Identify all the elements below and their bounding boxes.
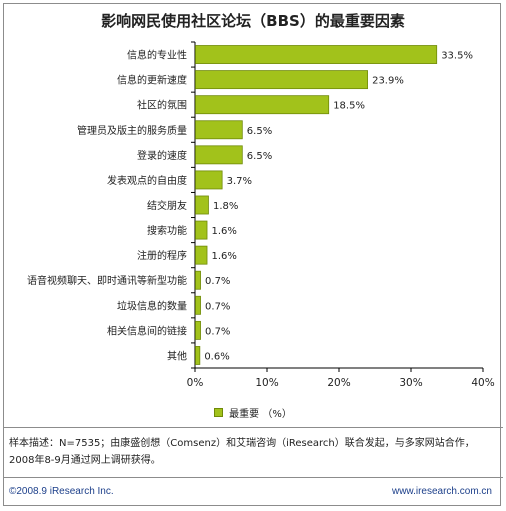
data-label: 3.7% — [227, 176, 252, 187]
bar — [195, 145, 243, 165]
category-label: 注册的程序 — [137, 249, 187, 262]
chart-title: 影响网民使用社区论坛（BBS）的最重要因素 — [101, 12, 405, 30]
bar-chart: 0% 10% 20% 30% 40% 信息的专业性 33.5% 信息的更新速度 23.9% 社区的… — [27, 41, 495, 389]
bar — [195, 220, 208, 240]
category-label: 垃圾信息的数量 — [117, 299, 187, 312]
data-label: 0.6% — [204, 351, 229, 362]
legend-swatch — [214, 408, 224, 417]
bar — [195, 170, 223, 190]
bar — [195, 346, 201, 365]
footer-divider — [3, 477, 503, 478]
website-link[interactable]: www.iresearch.com.cn — [391, 486, 492, 497]
x-tick-label: 30% — [399, 377, 422, 389]
bar — [195, 270, 201, 290]
category-label: 相关信息间的链接 — [107, 324, 187, 337]
bar — [195, 120, 243, 140]
data-label: 6.5% — [247, 151, 272, 162]
category-label: 其他 — [167, 349, 187, 362]
category-label: 搜索功能 — [147, 224, 187, 237]
category-label: 登录的速度 — [137, 149, 187, 162]
data-label: 6.5% — [247, 126, 272, 137]
legend-label: 最重要 （%） — [229, 409, 292, 420]
data-label: 1.8% — [213, 201, 238, 212]
bar — [195, 45, 438, 64]
bar — [195, 95, 330, 115]
data-label: 1.6% — [212, 251, 237, 262]
category-label: 管理员及版主的服务质量 — [77, 124, 187, 137]
note-divider — [3, 427, 503, 428]
category-label: 发表观点的自由度 — [107, 174, 187, 187]
category-label: 结交朋友 — [147, 199, 187, 212]
data-label: 0.7% — [205, 326, 230, 337]
category-label: 信息的专业性 — [127, 49, 187, 62]
data-label: 0.7% — [205, 276, 230, 287]
category-label: 信息的更新速度 — [117, 74, 187, 87]
bar — [195, 70, 368, 90]
data-label: 1.6% — [212, 226, 237, 237]
bar — [195, 195, 209, 215]
bar — [195, 295, 201, 315]
sample-note: 样本描述：N=7535；由康盛创想（Comsenz）和艾瑞咨询（iResearc… — [9, 438, 475, 466]
data-label: 18.5% — [333, 101, 365, 112]
category-label: 社区的氛围 — [137, 99, 187, 112]
copyright-text: ©2008.9 iResearch Inc. — [9, 486, 114, 497]
chart-legend: 最重要 （%） — [0, 405, 506, 420]
bar — [195, 245, 208, 265]
data-label: 23.9% — [372, 76, 404, 87]
x-tick-label: 20% — [327, 377, 350, 389]
x-tick-label: 40% — [471, 377, 494, 389]
category-label: 语音视频聊天、即时通讯等新型功能 — [27, 274, 187, 287]
bar — [195, 320, 201, 340]
x-tick-label: 10% — [255, 377, 278, 389]
data-label: 33.5% — [441, 51, 473, 62]
data-label: 0.7% — [205, 301, 230, 312]
x-tick-label: 0% — [187, 377, 204, 389]
